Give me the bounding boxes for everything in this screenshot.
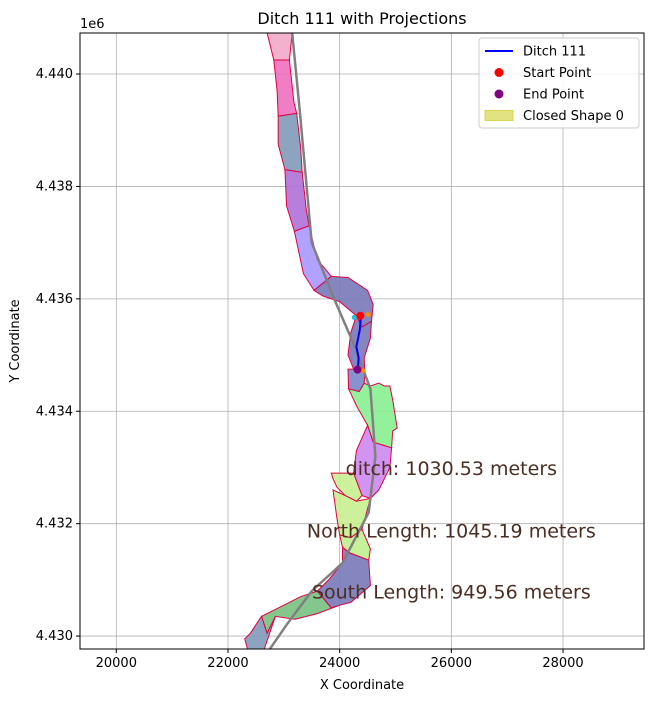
closed-shape-segment xyxy=(347,314,373,373)
closed-shape-segment xyxy=(353,423,393,499)
legend-swatch-dot xyxy=(494,68,504,77)
x-tick-label: 20000 xyxy=(96,656,137,671)
closed-shape-segment xyxy=(277,112,303,173)
y-tick-label: 4.438 xyxy=(36,179,73,194)
annotations: ditch: 1030.53 meters North Length: 1045.… xyxy=(307,458,596,604)
legend-label: End Point xyxy=(523,88,584,103)
length-annotation: South Length: 949.56 meters xyxy=(312,582,591,604)
projection-point xyxy=(351,314,357,320)
x-axis-label: X Coordinate xyxy=(320,678,404,693)
y-axis-label: Y Coordinate xyxy=(8,299,23,383)
closed-shape-segment xyxy=(266,33,293,61)
plot-area xyxy=(244,33,398,649)
plot-frame xyxy=(79,32,645,650)
closed-shape-segment xyxy=(273,59,298,117)
projection-point xyxy=(365,312,371,318)
ticks: 20000 22000 24000 26000 28000 4.430 4.432 4.434… xyxy=(36,67,584,671)
legend-swatch-dot xyxy=(494,89,504,99)
closed-shape-segment xyxy=(244,615,276,649)
x-tick-label: 22000 xyxy=(207,656,248,671)
legend-swatch-patch xyxy=(484,110,514,121)
x-tick-label: 28000 xyxy=(542,656,583,671)
chart-title: Ditch 111 with Projections xyxy=(257,9,466,28)
x-tick-label: 26000 xyxy=(431,656,472,671)
y-tick-label: 4.436 xyxy=(36,292,73,307)
legend-label: Closed Shape 0 xyxy=(523,109,624,124)
legend-box xyxy=(478,37,640,129)
y-tick-label: 4.434 xyxy=(36,404,73,419)
legend-label: Ditch 111 xyxy=(523,45,586,60)
legend: Ditch 111 Start Point End Point Closed Shap… xyxy=(478,37,640,129)
length-annotation: ditch: 1030.53 meters xyxy=(346,458,557,480)
points-group xyxy=(351,311,371,374)
centerline xyxy=(268,33,377,649)
length-annotation: North Length: 1045.19 meters xyxy=(307,520,596,542)
y-offset-label: 1e6 xyxy=(80,17,105,32)
legend-label: Start Point xyxy=(523,66,591,81)
closed-shapes xyxy=(244,33,398,649)
x-tick-label: 24000 xyxy=(319,656,360,671)
y-tick-label: 4.432 xyxy=(36,517,73,532)
projection-point xyxy=(360,368,366,374)
end-point xyxy=(353,365,362,374)
y-tick-label: 4.440 xyxy=(36,67,73,82)
start-point xyxy=(356,311,365,320)
y-tick-label: 4.430 xyxy=(36,629,73,644)
centerline-group xyxy=(268,33,377,649)
